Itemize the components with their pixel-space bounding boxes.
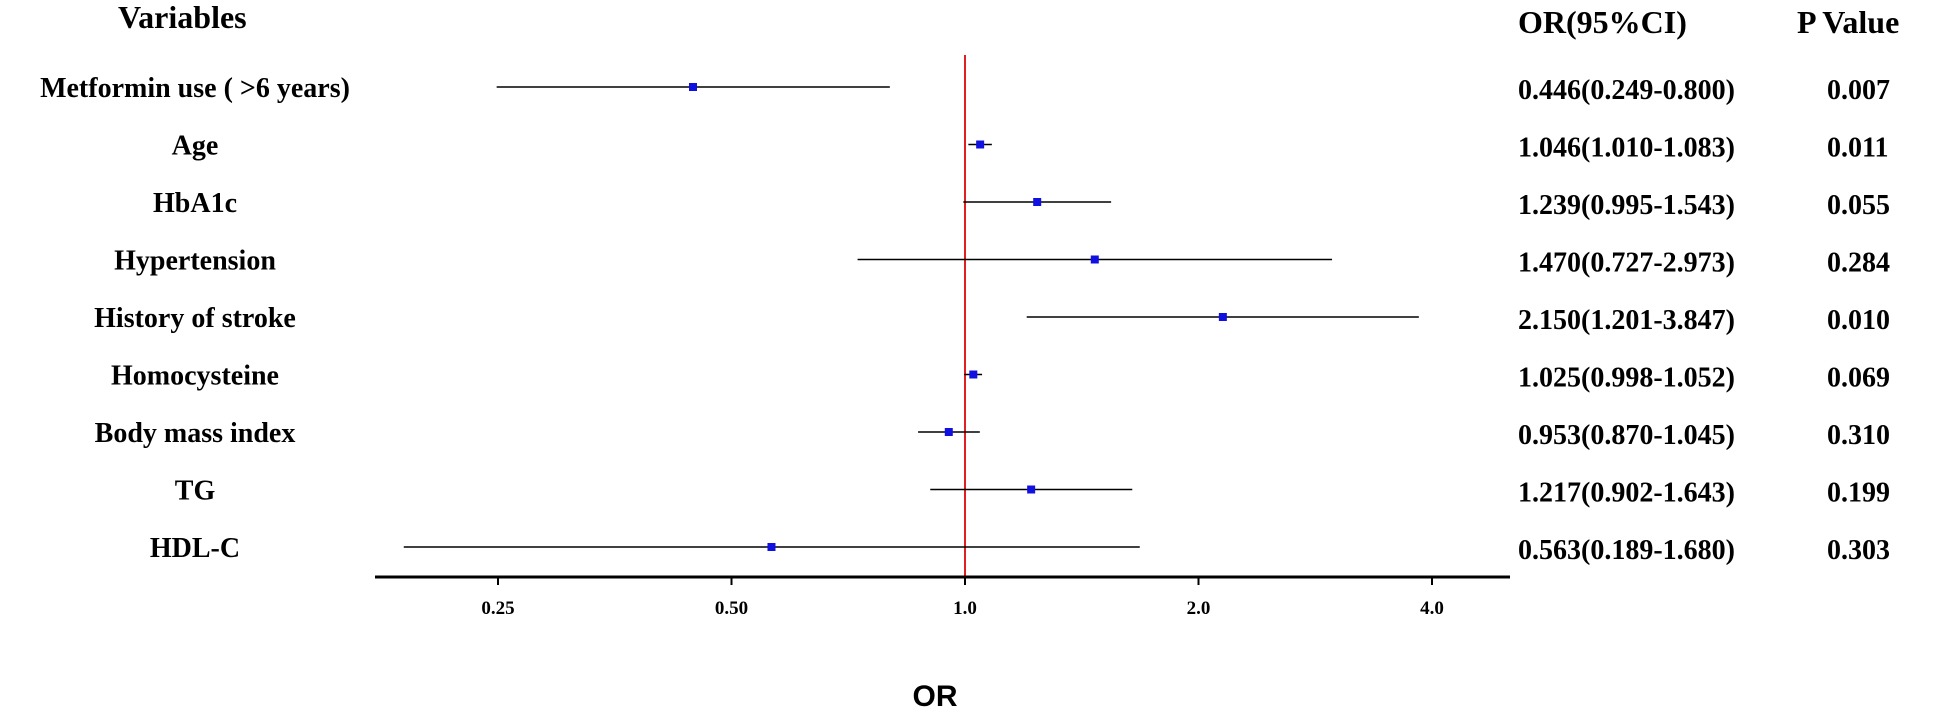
p-value-0: 0.007 — [1827, 75, 1890, 106]
or-point-6 — [944, 428, 953, 436]
p-value-5: 0.069 — [1827, 363, 1890, 394]
ci-text-0: 0.446(0.249-0.800) — [1518, 75, 1735, 106]
row-label-2: HbA1c — [153, 188, 237, 219]
row-label-5: Homocysteine — [111, 361, 279, 392]
row-label-7: TG — [175, 476, 216, 507]
p-value-2: 0.055 — [1827, 190, 1890, 221]
p-value-4: 0.010 — [1827, 305, 1890, 336]
ci-text-7: 1.217(0.902-1.643) — [1518, 478, 1735, 509]
ci-text-3: 1.470(0.727-2.973) — [1518, 248, 1735, 279]
header-p-value: P Value — [1797, 4, 1899, 40]
x-tick-label-3: 2.0 — [1187, 598, 1211, 619]
p-value-1: 0.011 — [1827, 133, 1888, 164]
x-axis-title: OR — [913, 680, 958, 712]
row-label-8: HDL-C — [150, 533, 240, 564]
row-label-6: Body mass index — [95, 418, 296, 449]
ci-text-1: 1.046(1.010-1.083) — [1518, 133, 1735, 164]
p-value-6: 0.310 — [1827, 420, 1890, 451]
or-point-5 — [969, 370, 978, 379]
or-point-8 — [767, 543, 776, 551]
ci-text-4: 2.150(1.201-3.847) — [1518, 305, 1735, 336]
header-variables: Variables — [118, 0, 247, 35]
row-label-1: Age — [172, 131, 219, 162]
x-tick-label-4: 4.0 — [1420, 598, 1444, 619]
or-point-7 — [1027, 485, 1036, 494]
row-label-3: Hypertension — [114, 246, 276, 277]
row-label-4: History of stroke — [94, 303, 296, 334]
or-point-0 — [688, 83, 697, 91]
x-tick-label-2: 1.0 — [953, 598, 977, 619]
or-point-1 — [976, 140, 985, 149]
ci-text-8: 0.563(0.189-1.680) — [1518, 535, 1735, 566]
row-label-0: Metformin use ( >6 years) — [40, 73, 350, 104]
or-point-4 — [1218, 313, 1227, 321]
p-value-3: 0.284 — [1827, 248, 1890, 279]
ci-text-5: 1.025(0.998-1.052) — [1518, 363, 1735, 394]
p-value-7: 0.199 — [1827, 478, 1890, 509]
x-tick-label-1: 0.50 — [715, 598, 748, 619]
or-point-2 — [1033, 198, 1042, 206]
p-value-8: 0.303 — [1827, 535, 1890, 566]
or-point-3 — [1090, 255, 1099, 264]
ci-text-6: 0.953(0.870-1.045) — [1518, 420, 1735, 451]
x-tick-label-0: 0.25 — [481, 598, 514, 619]
plot-area: 0.25 0.50 1.0 2.0 4.0 Metformin use ( >6 year… — [40, 55, 1890, 619]
ci-text-2: 1.239(0.995-1.543) — [1518, 190, 1735, 221]
header-or-ci: OR(95%CI) — [1518, 4, 1687, 40]
